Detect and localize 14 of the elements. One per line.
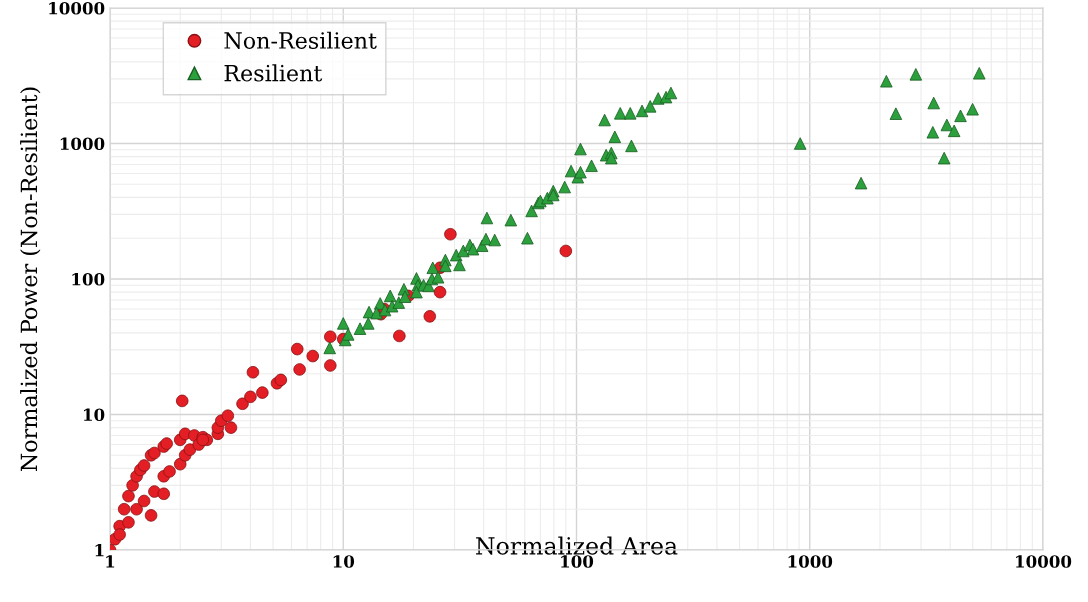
legend-label: Resilient xyxy=(224,64,323,82)
y-tick-label: 1000 xyxy=(60,137,105,151)
x-tick-label: 10 xyxy=(333,555,355,568)
x-tick-label: 1 xyxy=(106,555,115,568)
y-tick-label: 10000 xyxy=(49,1,105,15)
y-axis-title: Normalized Power (Non-Resilient) xyxy=(20,87,41,472)
y-tick-label: 100 xyxy=(72,272,105,286)
x-tick-label: 10000 xyxy=(1016,555,1072,568)
x-tick-label: 100 xyxy=(561,555,594,568)
x-tick-label: 1000 xyxy=(788,555,833,568)
legend-label: Non-Resilient xyxy=(224,31,377,49)
x-axis-title: Normalized Area xyxy=(476,536,678,555)
y-tick-label: 1 xyxy=(95,543,104,557)
y-tick-label: 10 xyxy=(83,408,105,422)
